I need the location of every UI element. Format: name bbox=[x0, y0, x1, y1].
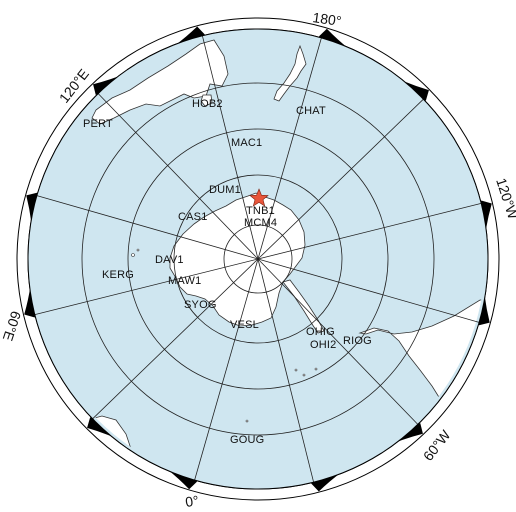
meridian-line bbox=[92, 258, 259, 420]
longitude-label-180: 180° bbox=[312, 9, 343, 29]
station-label-dum1: DUM1 bbox=[209, 184, 241, 196]
station-label-chat: CHAT bbox=[296, 105, 326, 117]
frame-outer-edge bbox=[16, 17, 500, 501]
latitude-circle bbox=[173, 174, 343, 344]
island bbox=[136, 248, 140, 252]
latitude-circle bbox=[81, 82, 435, 436]
latitude-circle bbox=[127, 128, 389, 390]
station-label-pert: PERT bbox=[83, 118, 113, 130]
island bbox=[314, 367, 318, 371]
new-zealand bbox=[273, 44, 307, 102]
island bbox=[131, 253, 135, 257]
station-label-goug: GOUG bbox=[230, 434, 264, 446]
meridian-line bbox=[257, 37, 322, 260]
meridian-line bbox=[202, 35, 259, 260]
meridian-line bbox=[257, 258, 419, 425]
station-label-ohig: OHIG bbox=[306, 326, 335, 338]
frame-ring bbox=[17, 18, 499, 500]
station-label-mac1: MAC1 bbox=[231, 137, 262, 149]
station-labels: HOB2 CHAT PERT MAC1 DUM1 TNB1 MCM4 CAS1 … bbox=[83, 98, 372, 446]
australia bbox=[91, 39, 229, 125]
station-label-syog: SYOG bbox=[184, 299, 217, 311]
latitude-circle bbox=[223, 224, 293, 294]
station-label-riog: RIOG bbox=[343, 335, 372, 347]
meridian-line bbox=[257, 258, 314, 483]
map-boundary bbox=[27, 28, 489, 490]
station-label-mcm4: MCM4 bbox=[244, 217, 277, 229]
graticule bbox=[34, 35, 482, 483]
antarctica bbox=[169, 192, 306, 327]
longitude-label-60e: 60°E bbox=[0, 309, 24, 343]
station-label-hob2: HOB2 bbox=[192, 98, 223, 110]
meridian-line bbox=[36, 195, 259, 260]
station-label-dav1: DAV1 bbox=[155, 254, 184, 266]
meridian-line bbox=[257, 203, 482, 260]
tasmania bbox=[200, 94, 213, 107]
meridian-line bbox=[257, 98, 424, 260]
station-label-vesl: VESL bbox=[230, 319, 259, 331]
epicenter-star-marker bbox=[249, 188, 269, 207]
station-label-tnb1: TNB1 bbox=[246, 205, 275, 217]
island bbox=[302, 373, 306, 377]
meridian-line bbox=[97, 93, 259, 260]
station-label-kerg: KERG bbox=[102, 269, 134, 281]
station-label-ohi2: OHI2 bbox=[310, 339, 336, 351]
longitude-label-120w: 120°W bbox=[493, 176, 516, 222]
longitude-label-0: 0° bbox=[184, 492, 199, 510]
station-label-maw1: MAW1 bbox=[168, 275, 201, 287]
meridian-line bbox=[194, 258, 259, 481]
station-label-cas1: CAS1 bbox=[178, 211, 208, 223]
meridian-line bbox=[34, 258, 259, 315]
meridian-line bbox=[257, 258, 480, 323]
island bbox=[294, 368, 298, 372]
island bbox=[245, 419, 249, 423]
